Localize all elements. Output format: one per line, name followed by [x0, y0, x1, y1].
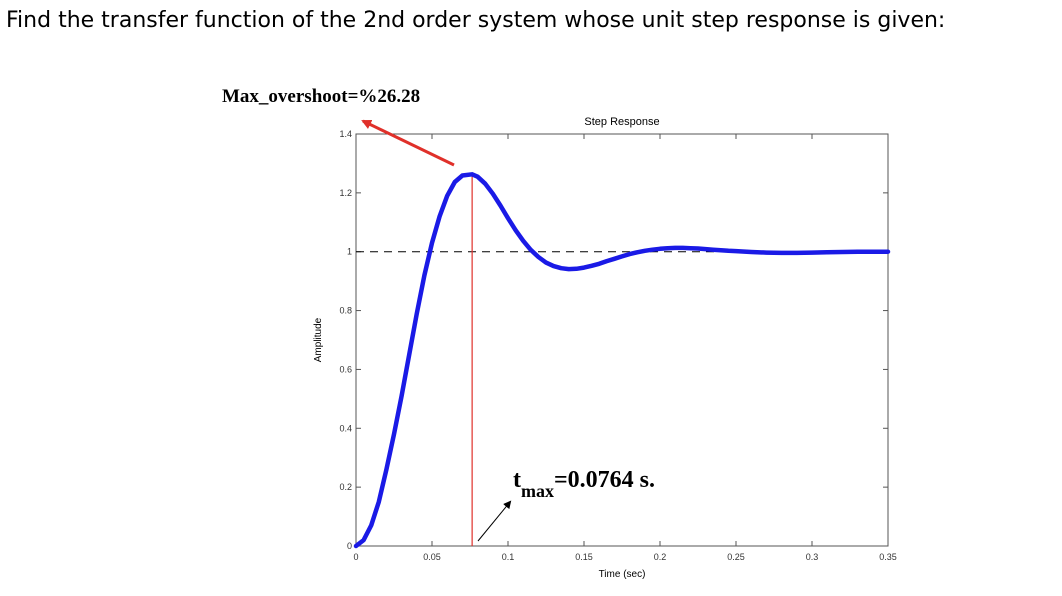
y-tick-label: 0.2: [339, 482, 352, 492]
overshoot-label: Max_overshoot=%26.28: [222, 86, 420, 107]
y-tick-label: 1.4: [339, 129, 352, 139]
tmax-subscript: max: [521, 481, 554, 501]
question-text: Find the transfer function of the 2nd or…: [6, 8, 946, 33]
x-tick-label: 0.05: [423, 552, 441, 562]
tmax-value: =0.0764 s.: [554, 467, 655, 493]
x-tick-label: 0.25: [727, 552, 745, 562]
x-tick-label: 0.2: [654, 552, 667, 562]
y-axis-label: Amplitude: [313, 317, 324, 362]
step-response-curve: [353, 172, 891, 549]
plot-area-frame: [355, 133, 889, 547]
y-tick-label: 0.6: [339, 364, 352, 374]
x-tick-label: 0: [353, 552, 358, 562]
y-tick-label: 1.2: [339, 188, 352, 198]
y-tick-label: 0.8: [339, 306, 352, 316]
x-tick-label: 0.35: [879, 552, 897, 562]
x-tick-label: 0.3: [806, 552, 819, 562]
y-tick-label: 1: [347, 247, 352, 257]
x-axis-label: Time (sec): [599, 569, 646, 580]
overshoot-arrow: [361, 119, 455, 167]
tmax-t: t: [513, 467, 521, 493]
y-tick-label: 0: [347, 541, 352, 551]
tmax-label: tmax=0.0764 s.: [513, 467, 655, 501]
y-tick-label: 0.4: [339, 423, 352, 433]
x-tick-label: 0.1: [502, 552, 515, 562]
x-tick-label: 0.15: [575, 552, 593, 562]
chart-title: Step Response: [584, 116, 659, 128]
tmax-arrow: [477, 500, 512, 542]
